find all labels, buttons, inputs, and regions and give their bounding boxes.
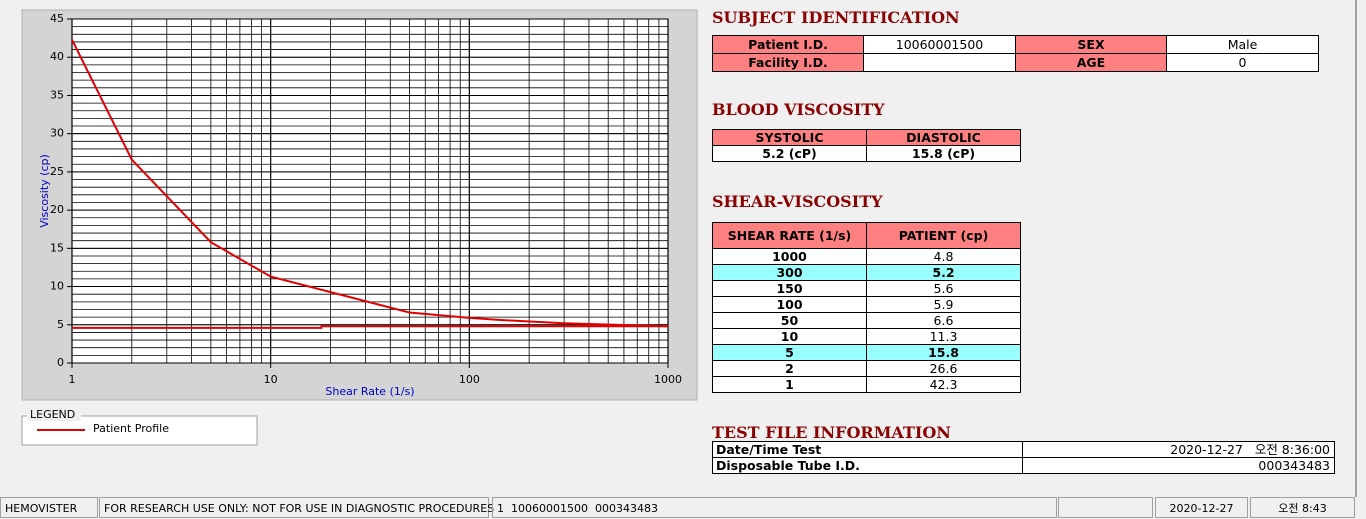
x-tick-label: 1000 — [654, 373, 682, 386]
field-label: Patient I.D. — [712, 35, 864, 54]
field-label: SEX — [1015, 35, 1167, 54]
y-tick-label: 0 — [57, 356, 64, 369]
cell-value: 26.6 — [866, 360, 1021, 377]
cell-value: 6.6 — [866, 312, 1021, 329]
section-title: BLOOD VISCOSITY — [712, 100, 885, 119]
x-tick-label: 1 — [69, 373, 76, 386]
status-cell: 2020-12-27 — [1155, 497, 1248, 518]
cell-value: 2 — [712, 360, 867, 377]
field-value: 000343483 — [1022, 457, 1335, 474]
y-tick-label: 35 — [50, 88, 64, 101]
cell-value: 50 — [712, 312, 867, 329]
field-value: 10060001500 — [863, 35, 1016, 54]
status-cell: HEMOVISTER — [0, 497, 98, 518]
cell-value: 1 — [712, 376, 867, 393]
cell-value: 15.8 (cP) — [866, 145, 1021, 162]
field-label: Date/Time Test — [712, 441, 1023, 458]
plot-area — [72, 19, 668, 363]
cell-value: 42.3 — [866, 376, 1021, 393]
section-title: TEST FILE INFORMATION — [712, 423, 951, 442]
y-tick-label: 25 — [50, 165, 64, 178]
field-value: 0 — [1166, 53, 1319, 72]
column-header: SHEAR RATE (1/s) — [712, 222, 867, 249]
column-header: PATIENT (cp) — [866, 222, 1021, 249]
cell-value: 11.3 — [866, 328, 1021, 345]
legend-label: Patient Profile — [93, 422, 169, 435]
data-line — [72, 325, 668, 329]
x-axis-label: Shear Rate (1/s) — [325, 385, 414, 398]
legend-title: LEGEND — [30, 408, 75, 421]
field-label: Disposable Tube I.D. — [712, 457, 1023, 474]
y-tick-label: 45 — [50, 12, 64, 25]
section-title: SUBJECT IDENTIFICATION — [712, 8, 960, 27]
y-tick-label: 5 — [57, 318, 64, 331]
cell-value: 100 — [712, 296, 867, 313]
y-tick-label: 10 — [50, 280, 64, 293]
legend-title-bg — [27, 409, 81, 421]
y-tick-label: 40 — [50, 50, 64, 63]
cell-value: 5.2 (cP) — [712, 145, 867, 162]
field-label: Facility I.D. — [712, 53, 864, 72]
y-tick-label: 30 — [50, 127, 64, 140]
cell-value: 15.8 — [866, 344, 1021, 361]
section-title: SHEAR-VISCOSITY — [712, 192, 883, 211]
x-tick-label: 100 — [459, 373, 480, 386]
plot-border — [71, 18, 669, 364]
cell-value: 5.9 — [866, 296, 1021, 313]
y-tick-label: 15 — [50, 241, 64, 254]
divider — [1355, 0, 1357, 497]
status-cell — [1058, 497, 1153, 518]
data-line — [71, 39, 669, 328]
cell-value: 300 — [712, 264, 867, 281]
cell-value: 1000 — [712, 248, 867, 265]
cell-value: 5 — [712, 344, 867, 361]
status-cell: 오전 8:43 — [1250, 497, 1355, 518]
cell-value: 5.2 — [866, 264, 1021, 281]
field-value — [863, 53, 1016, 72]
field-label: AGE — [1015, 53, 1167, 72]
y-tick-label: 20 — [50, 203, 64, 216]
column-header: DIASTOLIC — [866, 129, 1021, 146]
cell-value: 150 — [712, 280, 867, 297]
status-cell: 1 10060001500 000343483 — [492, 497, 1057, 518]
x-tick-label: 10 — [264, 373, 278, 386]
field-value: Male — [1166, 35, 1319, 54]
chart: 0 5 10 15 20 25 30 35 40 45 1 10 100 1000 Shear Rate (… — [21, 9, 698, 446]
y-axis-label: Viscosity (cp) — [38, 154, 51, 228]
cell-value: 10 — [712, 328, 867, 345]
field-value: 2020-12-27 오전 8:36:00 — [1022, 441, 1335, 458]
status-cell: FOR RESEARCH USE ONLY: NOT FOR USE IN DI… — [99, 497, 494, 518]
column-header: SYSTOLIC — [712, 129, 867, 146]
cell-value: 4.8 — [866, 248, 1021, 265]
cell-value: 5.6 — [866, 280, 1021, 297]
